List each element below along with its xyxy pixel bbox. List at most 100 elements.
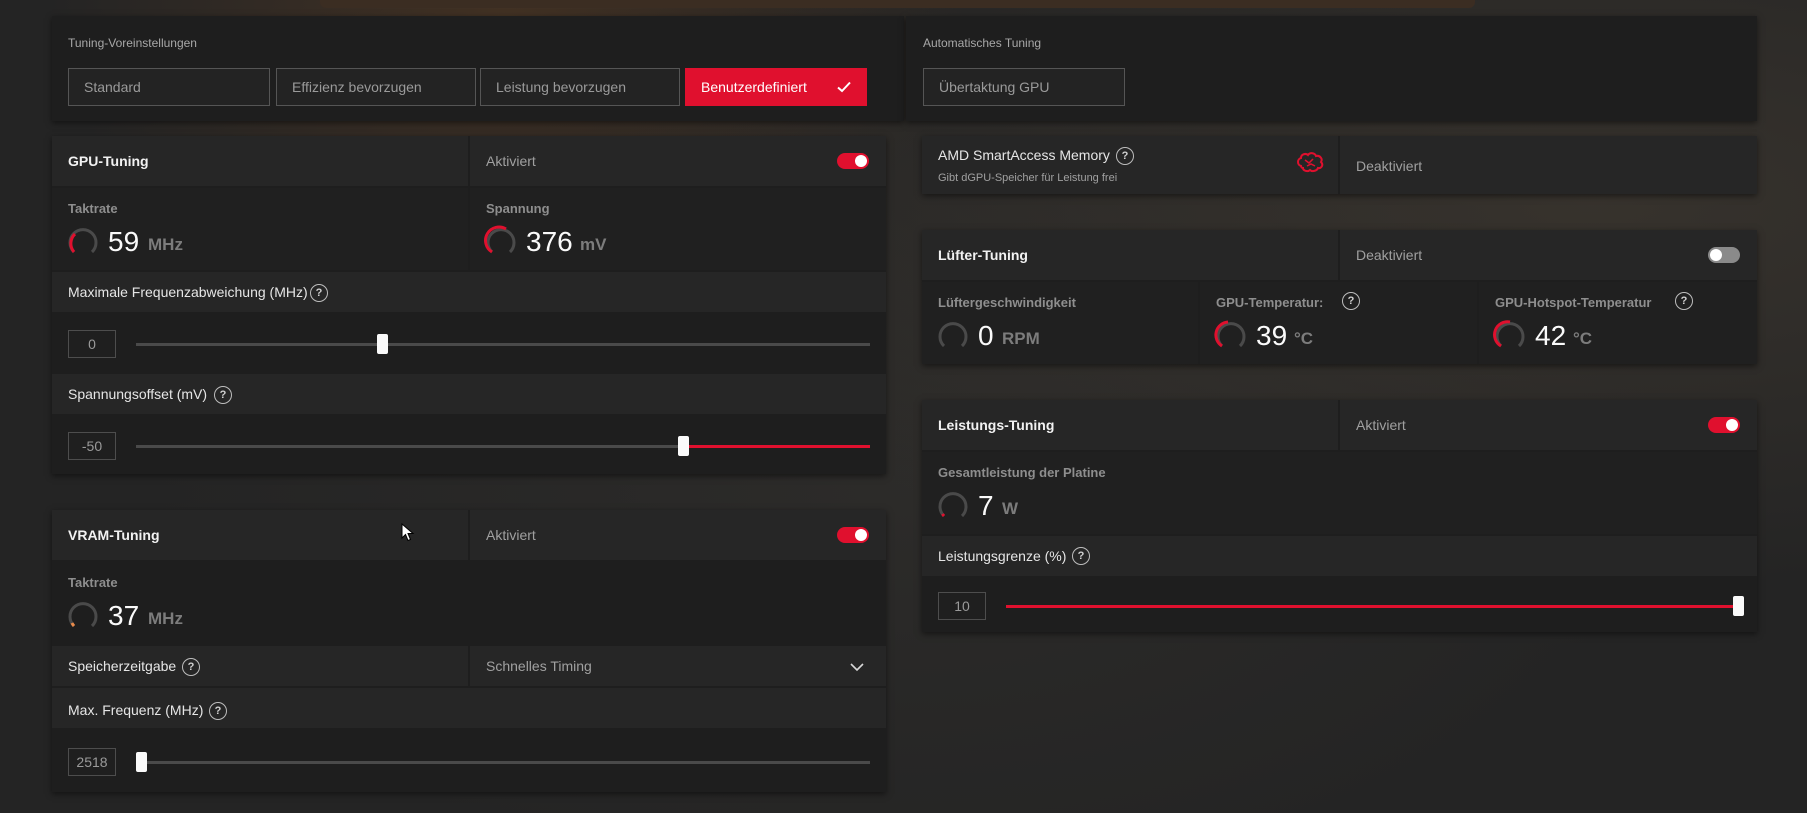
help-icon[interactable]: ? <box>209 702 227 720</box>
gpu-temp-unit: °C <box>1294 329 1314 348</box>
fan-speed-label: Lüftergeschwindigkeit <box>938 295 1076 310</box>
max-freq-offset-slider-track[interactable] <box>136 343 870 346</box>
board-power-unit: W <box>1002 499 1019 518</box>
voltage-offset-label: Spannungsoffset (mV) <box>68 386 208 402</box>
board-power-cell <box>922 452 1757 534</box>
voltage-offset-header <box>52 374 886 414</box>
max-freq-label: Max. Frequenz (MHz) <box>68 702 204 718</box>
power-tuning-state-cell <box>1340 400 1757 450</box>
help-icon[interactable]: ? <box>214 386 232 404</box>
power-limit-header <box>922 536 1757 576</box>
gpu-temp-label: GPU-Temperatur: <box>1216 295 1324 310</box>
preset-custom-label: Benutzerdefiniert <box>701 79 807 95</box>
vram-tuning-panel: VRAM-Tuning Aktiviert Taktrate 37 MHz Sp… <box>52 510 886 792</box>
gpu-clock-unit: MHz <box>148 235 183 254</box>
smart-access-state-cell <box>1340 136 1757 194</box>
power-tuning-state: Aktiviert <box>1356 417 1406 433</box>
hotspot-temp-gauge-icon <box>1493 320 1525 348</box>
vram-tuning-toggle[interactable] <box>837 527 869 543</box>
power-tuning-toggle[interactable] <box>1708 417 1740 433</box>
help-icon[interactable]: ? <box>1675 292 1693 310</box>
brain-icon <box>1297 152 1324 173</box>
voltage-offset-slider-thumb[interactable] <box>678 436 689 456</box>
gpu-voltage-value: 376 <box>526 226 573 257</box>
fan-tuning-title: Lüfter-Tuning <box>938 247 1028 263</box>
help-icon[interactable]: ? <box>310 284 328 302</box>
vram-clock-label: Taktrate <box>68 575 118 590</box>
power-tuning-header <box>922 400 1338 450</box>
hotspot-temp-label: GPU-Hotspot-Temperatur <box>1495 295 1652 310</box>
gpu-temp-cell <box>1200 282 1477 364</box>
vram-tuning-header <box>52 510 468 560</box>
gpu-tuning-state-cell <box>470 136 886 186</box>
auto-tuning-section-label: Automatisches Tuning <box>923 36 1042 50</box>
gpu-tuning-header <box>52 136 468 186</box>
gpu-clock-gauge-icon <box>68 228 98 254</box>
vram-tuning-state: Aktiviert <box>486 527 536 543</box>
memory-timing-dropdown-cell <box>470 646 886 686</box>
help-icon[interactable]: ? <box>1342 292 1360 310</box>
fan-tuning-panel: Lüfter-Tuning Deaktiviert Lüftergeschwin… <box>922 230 1757 364</box>
smart-access-state: Deaktiviert <box>1356 158 1423 174</box>
gpu-voltage-cell <box>470 188 886 270</box>
smart-access-panel: AMD SmartAccess Memory ? Gibt dGPU-Speic… <box>922 136 1757 194</box>
max-freq-offset-slider-thumb[interactable] <box>377 334 388 354</box>
max-freq-slider-track[interactable] <box>136 761 870 764</box>
vram-tuning-title: VRAM-Tuning <box>68 527 160 543</box>
fan-speed-unit: RPM <box>1002 329 1040 348</box>
gpu-tuning-state: Aktiviert <box>486 153 536 169</box>
max-freq-input[interactable]: 2518 <box>68 748 116 776</box>
hotspot-temp-value: 42 <box>1535 320 1567 351</box>
fan-tuning-state: Deaktiviert <box>1356 247 1423 263</box>
fan-tuning-toggle[interactable] <box>1708 247 1740 263</box>
fan-tuning-state-cell <box>1340 230 1757 280</box>
chevron-down-icon[interactable] <box>850 660 864 674</box>
vram-clock-unit: MHz <box>148 609 183 628</box>
gpu-clock-cell <box>52 188 468 270</box>
power-limit-input[interactable]: 10 <box>938 592 986 620</box>
memory-timing-dropdown[interactable]: Schnelles Timing <box>486 658 592 674</box>
hotspot-temp-unit: °C <box>1573 329 1593 348</box>
hotspot-temp-cell <box>1479 282 1757 364</box>
presets-section-label: Tuning-Voreinstellungen <box>68 36 197 50</box>
memory-timing-label-cell <box>52 646 468 686</box>
max-freq-offset-label: Maximale Frequenzabweichung (MHz) <box>68 284 308 300</box>
fan-speed-cell <box>922 282 1198 364</box>
power-tuning-panel: Leistungs-Tuning Aktiviert Gesamtleistun… <box>922 400 1757 632</box>
auto-tuning-panel: Automatisches Tuning Übertaktung GPU <box>906 16 1757 121</box>
preset-performance-button[interactable]: Leistung bevorzugen <box>480 68 680 106</box>
help-icon[interactable]: ? <box>182 658 200 676</box>
fan-speed-value: 0 <box>978 320 994 351</box>
max-freq-offset-input[interactable]: 0 <box>68 330 116 358</box>
power-tuning-title: Leistungs-Tuning <box>938 417 1055 433</box>
gpu-voltage-label: Spannung <box>486 201 550 216</box>
gpu-clock-value: 59 <box>108 226 140 257</box>
preset-efficiency-button[interactable]: Effizienz bevorzugen <box>276 68 476 106</box>
max-freq-header <box>52 688 886 728</box>
gpu-voltage-unit: mV <box>580 235 607 254</box>
gpu-tuning-panel: GPU-Tuning Aktiviert Taktrate 59 MHz Spa… <box>52 136 886 474</box>
help-icon[interactable]: ? <box>1116 147 1134 165</box>
preset-custom-button[interactable]: Benutzerdefiniert <box>685 68 867 106</box>
board-power-value: 7 <box>978 490 994 521</box>
gpu-temp-gauge-icon <box>1214 320 1246 348</box>
preset-standard-button[interactable]: Standard <box>68 68 270 106</box>
memory-timing-label: Speicherzeitgabe <box>68 658 177 674</box>
fan-tuning-header <box>922 230 1338 280</box>
gpu-clock-label: Taktrate <box>68 201 118 216</box>
top-banner-strip <box>320 0 1475 8</box>
max-freq-slider-thumb[interactable] <box>136 752 147 772</box>
board-power-label: Gesamtleistung der Platine <box>938 465 1106 480</box>
help-icon[interactable]: ? <box>1072 547 1090 565</box>
gpu-tuning-title: GPU-Tuning <box>68 153 149 169</box>
overclock-gpu-button[interactable]: Übertaktung GPU <box>923 68 1125 106</box>
smart-access-subtitle: Gibt dGPU-Speicher für Leistung frei <box>938 172 1118 184</box>
board-power-gauge-icon <box>938 492 968 518</box>
voltage-offset-input[interactable]: -50 <box>68 432 116 460</box>
vram-tuning-state-cell <box>470 510 886 560</box>
vram-clock-value: 37 <box>108 600 140 631</box>
voltage-offset-slider-track[interactable] <box>136 445 870 448</box>
power-limit-slider-fill <box>1006 605 1736 608</box>
power-limit-slider-thumb[interactable] <box>1733 596 1744 616</box>
gpu-tuning-toggle[interactable] <box>837 153 869 169</box>
